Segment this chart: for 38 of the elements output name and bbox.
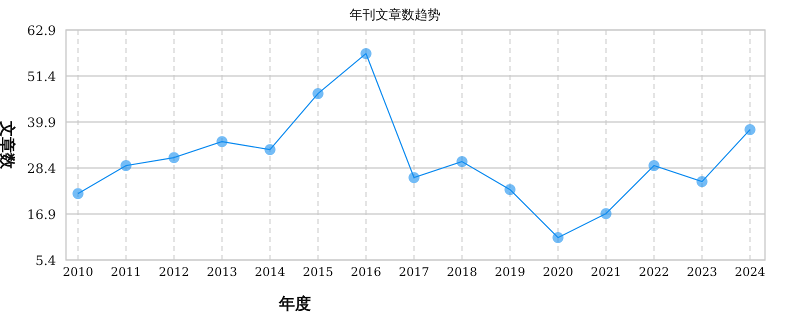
x-tick-label: 2019: [494, 265, 526, 279]
x-tick-label: 2013: [206, 265, 238, 279]
point: [168, 152, 180, 164]
x-tick-label: 2011: [110, 265, 142, 279]
chart-title: 年刊文章数趋势: [350, 8, 440, 23]
x-tick-label: 2020: [542, 265, 574, 279]
point: [264, 144, 276, 156]
x-axis-title: 年度: [278, 294, 311, 313]
y-tick-label: 16.9: [27, 208, 56, 223]
x-tick-label: 2016: [350, 265, 382, 279]
x-tick-label: 2024: [734, 265, 766, 279]
x-tick-label: 2018: [446, 265, 478, 279]
x-tick-label: 2015: [302, 265, 334, 279]
y-tick-label: 28.4: [27, 162, 56, 177]
y-tick-label: 51.4: [27, 70, 56, 85]
x-tick-label: 2017: [398, 265, 430, 279]
y-tick-label: 39.9: [27, 116, 56, 131]
point: [696, 176, 708, 188]
point: [744, 124, 756, 136]
point: [72, 188, 84, 200]
point: [456, 156, 468, 168]
x-tick-label: 2012: [158, 265, 190, 279]
x-tick-label: 2014: [254, 265, 286, 279]
x-tick-label: 2022: [638, 265, 670, 279]
point: [552, 232, 564, 244]
point: [360, 48, 372, 60]
x-tick-label: 2010: [62, 265, 94, 279]
point: [216, 136, 228, 148]
y-tick-label: 5.4: [35, 254, 56, 269]
point: [648, 160, 660, 172]
point: [120, 160, 132, 172]
point: [600, 208, 612, 220]
x-tick-label: 2021: [590, 265, 622, 279]
point: [312, 88, 324, 100]
x-tick-label: 2023: [686, 265, 718, 279]
point: [504, 184, 516, 196]
point: [408, 172, 420, 184]
y-tick-label: 62.9: [27, 24, 56, 39]
